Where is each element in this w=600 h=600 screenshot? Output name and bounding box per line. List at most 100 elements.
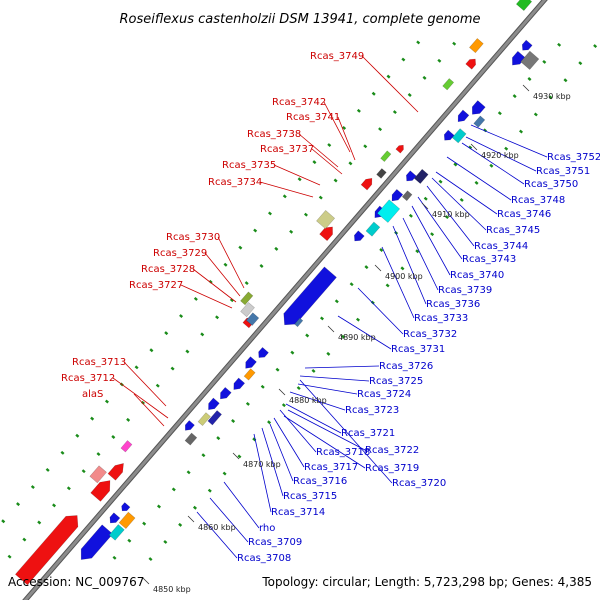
gene-label-bottom: Rcas_3743: [462, 254, 516, 265]
tick-mark: [164, 331, 169, 336]
tick-mark: [244, 281, 249, 286]
tick-mark: [296, 386, 301, 391]
tick-mark: [142, 521, 147, 526]
leader-line-bottom: [461, 142, 525, 185]
gene-label-bottom: Rcas_3722: [365, 445, 419, 456]
kbp-tick: [278, 388, 286, 396]
tick-mark: [437, 58, 442, 63]
tick-mark: [126, 417, 131, 422]
kbp-tick: [470, 143, 478, 151]
tick-marks: [1, 40, 598, 562]
leader-line-bottom: [431, 177, 487, 231]
tick-mark: [111, 435, 116, 439]
kbp-tick: [187, 515, 195, 523]
tick-mark: [415, 249, 420, 254]
gene-label-bottom: Rcas_3750: [524, 179, 578, 190]
gene-label-top: Rcas_3729: [153, 248, 207, 259]
leader-line-bottom: [269, 423, 294, 482]
tick-mark: [311, 369, 316, 373]
tick-mark: [275, 367, 280, 372]
leader-line-bottom: [297, 383, 358, 395]
gene-label-bottom: Rcas_3709: [248, 537, 302, 548]
tick-mark: [327, 143, 332, 147]
tick-mark: [430, 232, 435, 237]
gene-feature: [208, 397, 220, 410]
tick-mark: [171, 487, 176, 492]
tick-mark: [356, 108, 361, 113]
gene-feature: [442, 78, 455, 91]
tick-mark: [348, 161, 353, 166]
tick-mark: [379, 248, 384, 252]
leader-line-top: [180, 284, 233, 309]
gene-label-bottom: Rcas_3725: [369, 376, 423, 387]
leader-line-top: [298, 133, 339, 168]
gene-label-bottom: Rcas_3714: [271, 507, 325, 518]
tick-mark: [215, 315, 220, 320]
gene-label-bottom: Rcas_3718: [316, 447, 370, 458]
tick-mark: [401, 57, 406, 62]
tick-mark: [533, 112, 538, 117]
tick-mark: [201, 453, 206, 458]
gene-label-top: Rcas_3734: [208, 177, 262, 188]
tick-mark: [459, 198, 464, 202]
gene-feature: [15, 515, 79, 586]
gene-label-bottom: Rcas_3716: [293, 476, 347, 487]
leader-line-bottom: [289, 391, 346, 411]
gene-feature: [515, 0, 533, 11]
gene-feature: [457, 109, 470, 122]
gene-feature: [107, 463, 124, 481]
tick-mark: [60, 450, 65, 455]
tick-mark: [363, 144, 368, 149]
leader-line-bottom: [411, 205, 451, 276]
gene-feature: [207, 410, 222, 426]
tick-mark: [260, 384, 265, 389]
tick-mark: [200, 332, 205, 337]
tick-mark: [259, 264, 264, 268]
gene-feature: [413, 168, 429, 184]
tick-mark: [81, 469, 86, 474]
tick-mark: [593, 44, 598, 49]
tick-mark: [30, 485, 35, 489]
tick-mark: [22, 537, 27, 542]
tick-mark: [216, 436, 221, 441]
tick-mark: [342, 125, 347, 130]
gene-label-bottom: Rcas_3715: [283, 491, 337, 502]
leader-line-bottom: [285, 403, 342, 434]
gene-label-bottom: Rcas_3744: [474, 241, 528, 252]
tick-mark: [333, 178, 338, 183]
kbp-label: 4890 kbp: [338, 333, 376, 342]
gene-label-bottom: Rcas_3751: [536, 166, 590, 177]
gene-feature: [233, 377, 246, 390]
gene-label-top: Rcas_3737: [260, 144, 314, 155]
gene-label-top: Rcas_3727: [129, 280, 183, 291]
gene-feature: [469, 38, 484, 54]
gene-feature: [520, 50, 540, 70]
leader-line-top: [217, 236, 245, 289]
leader-line-bottom: [417, 196, 463, 260]
gene-label-top: Rcas_3728: [141, 264, 195, 275]
tick-mark: [186, 470, 191, 475]
tick-mark: [305, 333, 310, 338]
gene-features: [15, 0, 540, 586]
tick-mark: [548, 95, 553, 100]
gene-feature: [245, 312, 260, 326]
tick-mark: [282, 194, 287, 199]
tick-mark: [400, 266, 405, 271]
leader-line-top: [337, 116, 356, 161]
leader-line-bottom: [357, 287, 404, 335]
gene-label-bottom: Rcas_3736: [426, 299, 480, 310]
gene-feature: [316, 210, 336, 230]
leader-line-bottom: [465, 136, 537, 172]
tick-mark: [274, 246, 279, 251]
tick-mark: [497, 111, 502, 116]
tick-mark: [149, 348, 154, 353]
gene-feature: [354, 230, 365, 242]
kbp-label: 4860 kbp: [198, 523, 236, 532]
tick-mark: [245, 401, 250, 406]
tick-mark: [519, 129, 524, 134]
tick-mark: [104, 399, 109, 404]
tick-mark: [385, 283, 390, 288]
kbp-label: 4920 kbp: [481, 151, 519, 160]
tick-mark: [90, 416, 95, 421]
gene-label-bottom: Rcas_3723: [345, 405, 399, 416]
